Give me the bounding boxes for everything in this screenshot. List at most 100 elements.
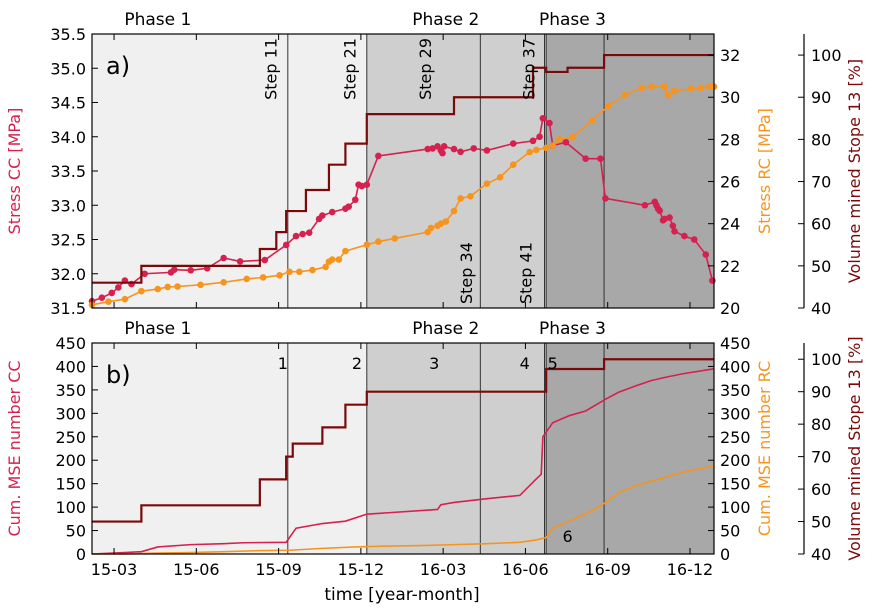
rc-data-point — [697, 84, 705, 92]
rc-data-point — [164, 283, 171, 291]
left-tick-label: 250 — [55, 428, 86, 447]
rc-data-point — [309, 266, 316, 274]
rc-data-point — [437, 220, 445, 227]
rc-data-point — [671, 87, 678, 95]
left-tick-label: 34.5 — [50, 94, 86, 113]
right-tick-label: 32 — [720, 46, 740, 65]
cc-data-point — [236, 258, 244, 265]
phase-label: Phase 1 — [124, 10, 191, 30]
left-tick-label: 33.5 — [50, 162, 86, 181]
phase-region — [546, 343, 605, 554]
cc-data-point — [141, 270, 148, 278]
far-tick-label: 70 — [811, 448, 831, 467]
panel-b: 0501001502002503003504004500501001502002… — [5, 319, 864, 579]
rc-data-point — [259, 274, 267, 281]
x-tick-label: 15-12 — [338, 560, 385, 579]
far-axis-title: Volume mined Stope 13 [%] — [845, 59, 864, 283]
rc-data-point — [286, 268, 293, 276]
panel-a: 31.5 32.0 32.5 33.0 33.5 34.0 34.5 35.0 35.5 20 22… — [5, 10, 864, 318]
right-tick-label: 50 — [720, 522, 740, 541]
right-tick-label: 26 — [720, 173, 740, 192]
rc-data-point — [220, 278, 227, 286]
cc-data-point — [424, 145, 431, 153]
rc-data-point — [483, 180, 491, 187]
rc-data-point — [648, 83, 655, 90]
right-axis-title: Cum. MSE number RC — [755, 361, 774, 536]
phase-label: Phase 3 — [539, 10, 606, 30]
rc-data-point — [549, 142, 557, 150]
cc-data-point — [328, 208, 336, 216]
cc-data-point — [483, 147, 491, 154]
right-tick-label: 22 — [720, 257, 740, 276]
cc-data-point — [363, 181, 371, 188]
right-tick-label: 150 — [720, 475, 751, 494]
phase-region — [546, 34, 605, 308]
far-tick-label: 50 — [811, 513, 831, 532]
cc-data-point — [282, 241, 290, 249]
right-tick-label: 30 — [720, 88, 740, 107]
phase-region — [480, 34, 547, 308]
cc-data-point — [429, 145, 436, 152]
far-tick-label: 90 — [811, 88, 831, 107]
cc-data-point — [656, 207, 663, 215]
right-axis-title: Stress RC [MPa] — [755, 108, 774, 234]
left-tick-label: 300 — [55, 404, 86, 423]
right-tick-label: 28 — [720, 130, 740, 149]
x-tick-label: 15-06 — [173, 560, 220, 579]
rc-data-point — [705, 83, 713, 90]
phase-region — [92, 34, 288, 308]
far-tick-label: 100 — [811, 46, 842, 65]
x-tick-label: 15-09 — [255, 560, 302, 579]
right-tick-label: 400 — [720, 357, 751, 376]
cc-data-point — [261, 256, 269, 264]
x-tick-label: 16-06 — [502, 560, 549, 579]
left-tick-label: 32.0 — [50, 265, 86, 284]
cc-data-point — [108, 289, 116, 297]
rc-data-point — [375, 238, 382, 245]
left-tick-label: 200 — [55, 451, 86, 470]
right-tick-label: 300 — [720, 404, 751, 423]
panel-label: a) — [106, 52, 130, 80]
cc-data-point — [690, 236, 698, 243]
right-tick-label: 24 — [720, 215, 740, 234]
rc-data-point — [687, 85, 695, 93]
rc-data-point — [296, 268, 303, 276]
cc-data-point — [440, 143, 448, 150]
rc-data-point — [661, 83, 668, 90]
step-label: Step 21 — [340, 38, 359, 100]
left-axis-title: Cum. MSE number CC — [5, 360, 24, 536]
left-tick-label: 50 — [66, 522, 86, 541]
right-tick-label: 350 — [720, 381, 751, 400]
left-tick-label: 0 — [76, 545, 86, 564]
far-tick-label: 70 — [811, 173, 831, 192]
far-tick-label: 80 — [811, 415, 831, 434]
cc-data-point — [509, 140, 517, 147]
phase-region — [366, 34, 481, 308]
x-axis-label: time [year-month] — [324, 585, 479, 605]
series-cc-line — [91, 367, 715, 555]
left-tick-label: 35.0 — [50, 59, 86, 78]
cc-data-point — [115, 284, 122, 291]
cc-data-point — [319, 212, 326, 219]
left-tick-label: 400 — [55, 357, 86, 376]
phase-region — [480, 343, 547, 554]
far-tick-label: 90 — [811, 383, 831, 402]
left-axis-title: Stress CC [MPa] — [5, 108, 24, 235]
rc-data-point — [664, 91, 672, 99]
rc-data-point — [197, 281, 204, 289]
step-label: 4 — [520, 354, 530, 373]
series-rc-line — [92, 465, 715, 555]
phase-label: Phase 2 — [412, 319, 479, 339]
rc-data-point — [621, 91, 629, 99]
cc-data-point — [641, 201, 649, 209]
far-tick-label: 100 — [811, 350, 842, 369]
cc-data-point — [666, 214, 673, 221]
rc-data-point — [342, 247, 349, 255]
rc-data-point — [391, 235, 399, 242]
cc-data-point — [546, 119, 553, 127]
phase-label: Phase 1 — [124, 319, 191, 339]
left-tick-label: 35.5 — [50, 25, 86, 44]
phase-label: Phase 3 — [539, 319, 606, 339]
left-tick-label: 34.0 — [50, 128, 86, 147]
cc-data-point — [470, 145, 478, 152]
